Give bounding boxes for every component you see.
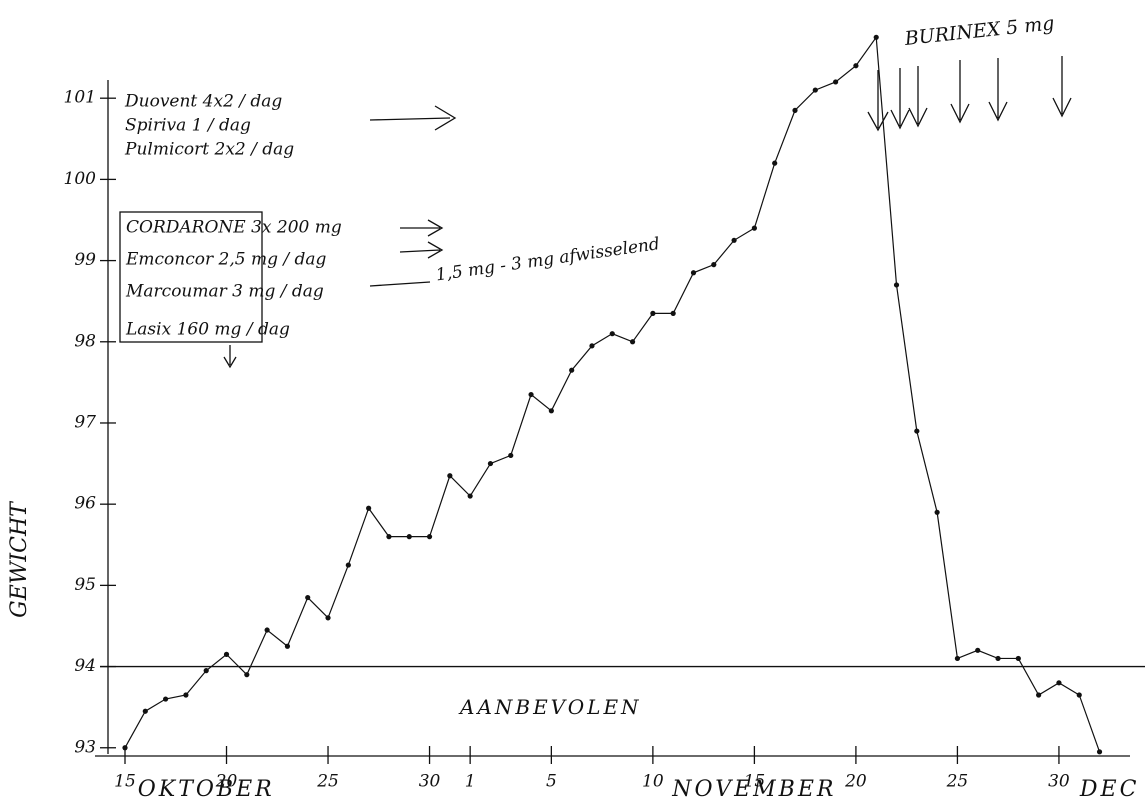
data-point — [528, 391, 534, 398]
data-point — [406, 534, 412, 540]
data-point — [223, 651, 230, 657]
x-tick-label: 20 — [844, 772, 867, 792]
x-tick-label: 30 — [1048, 772, 1070, 792]
y-tick-label: 99 — [74, 250, 96, 270]
note: BURINEX 5 mg — [903, 12, 1056, 50]
note: Spiriva 1 / dag — [125, 116, 251, 136]
month-label: DEC — [1079, 777, 1140, 802]
data-point — [812, 87, 818, 93]
data-point — [954, 655, 961, 662]
data-point — [467, 493, 473, 499]
data-point — [183, 692, 189, 698]
data-point — [386, 534, 392, 540]
data-point — [284, 643, 291, 649]
data-point — [650, 310, 656, 316]
data-point — [853, 63, 859, 69]
data-point — [914, 428, 920, 434]
data-point — [122, 745, 128, 751]
data-point — [873, 34, 879, 40]
data-point — [325, 615, 331, 621]
data-point — [244, 672, 250, 678]
y-tick-label: 93 — [74, 737, 96, 757]
note: Emconcor 2,5 mg / dag — [125, 250, 327, 270]
data-point — [589, 343, 595, 349]
data-point — [508, 452, 514, 459]
data-point — [609, 331, 615, 337]
x-tick-label: 15 — [114, 772, 136, 792]
y-tick-label: 97 — [74, 412, 96, 432]
data-point — [1076, 692, 1082, 698]
dose-arrows — [867, 56, 1072, 132]
data-point — [792, 107, 798, 113]
data-point — [934, 509, 940, 515]
data-point — [447, 473, 453, 479]
month-label: NOVEMBER — [671, 777, 836, 802]
x-tick-label: 20 — [215, 772, 238, 792]
month-label: OKTOBER — [138, 777, 275, 802]
data-point — [264, 627, 270, 633]
y-tick-label: 95 — [74, 575, 96, 595]
data-point — [833, 79, 839, 85]
data-point — [569, 367, 575, 373]
data-point — [203, 668, 209, 674]
note: CORDARONE 3x 200 mg — [126, 218, 342, 238]
arrow — [369, 219, 444, 287]
note: Duovent 4x2 / dag — [124, 92, 282, 112]
data-point — [1036, 692, 1042, 698]
data-point — [751, 225, 757, 231]
arrow — [223, 345, 237, 369]
y-tick-label: 94 — [74, 656, 96, 676]
data-point — [893, 282, 900, 288]
data-point — [426, 534, 433, 540]
data-point — [305, 594, 311, 601]
data-point — [142, 708, 148, 714]
x-tick-label: 25 — [316, 772, 339, 792]
y-axis-label: GEWICHT — [7, 500, 32, 618]
x-tick-label: 15 — [744, 772, 766, 792]
data-point — [975, 647, 981, 653]
x-tick-label: 10 — [642, 772, 664, 792]
data-point — [772, 160, 778, 166]
x-tick-label: 1 — [465, 772, 476, 792]
data-point — [1056, 680, 1062, 686]
data-point — [1096, 749, 1103, 755]
y-tick-label: 96 — [74, 494, 96, 514]
y-tick-label: 100 — [64, 169, 97, 189]
note: Pulmicort 2x2 / dag — [124, 140, 294, 160]
data-point — [345, 562, 351, 568]
data-point — [1015, 655, 1021, 662]
data-point — [670, 310, 676, 316]
x-tick-label: 25 — [946, 772, 969, 792]
note: Lasix 160 mg / dag — [125, 320, 290, 340]
data-point — [366, 505, 372, 511]
data-point — [487, 460, 494, 467]
note: Marcoumar 3 mg / dag — [125, 282, 324, 302]
data-point — [995, 655, 1001, 662]
note: 1,5 mg - 3 mg afwisselend — [435, 234, 662, 285]
data-point — [629, 339, 636, 345]
data-point — [711, 262, 717, 268]
x-tick-label: 5 — [546, 772, 557, 792]
y-tick-label: 98 — [74, 331, 96, 351]
data-point — [548, 408, 554, 414]
data-point — [163, 696, 169, 702]
y-tick-label: 101 — [64, 88, 96, 108]
data-point — [731, 237, 737, 243]
reference-label: AANBEVOLEN — [458, 695, 642, 719]
x-tick-label: 30 — [419, 772, 441, 792]
arrow — [369, 105, 457, 131]
note-box — [119, 211, 263, 343]
data-point — [690, 270, 697, 276]
